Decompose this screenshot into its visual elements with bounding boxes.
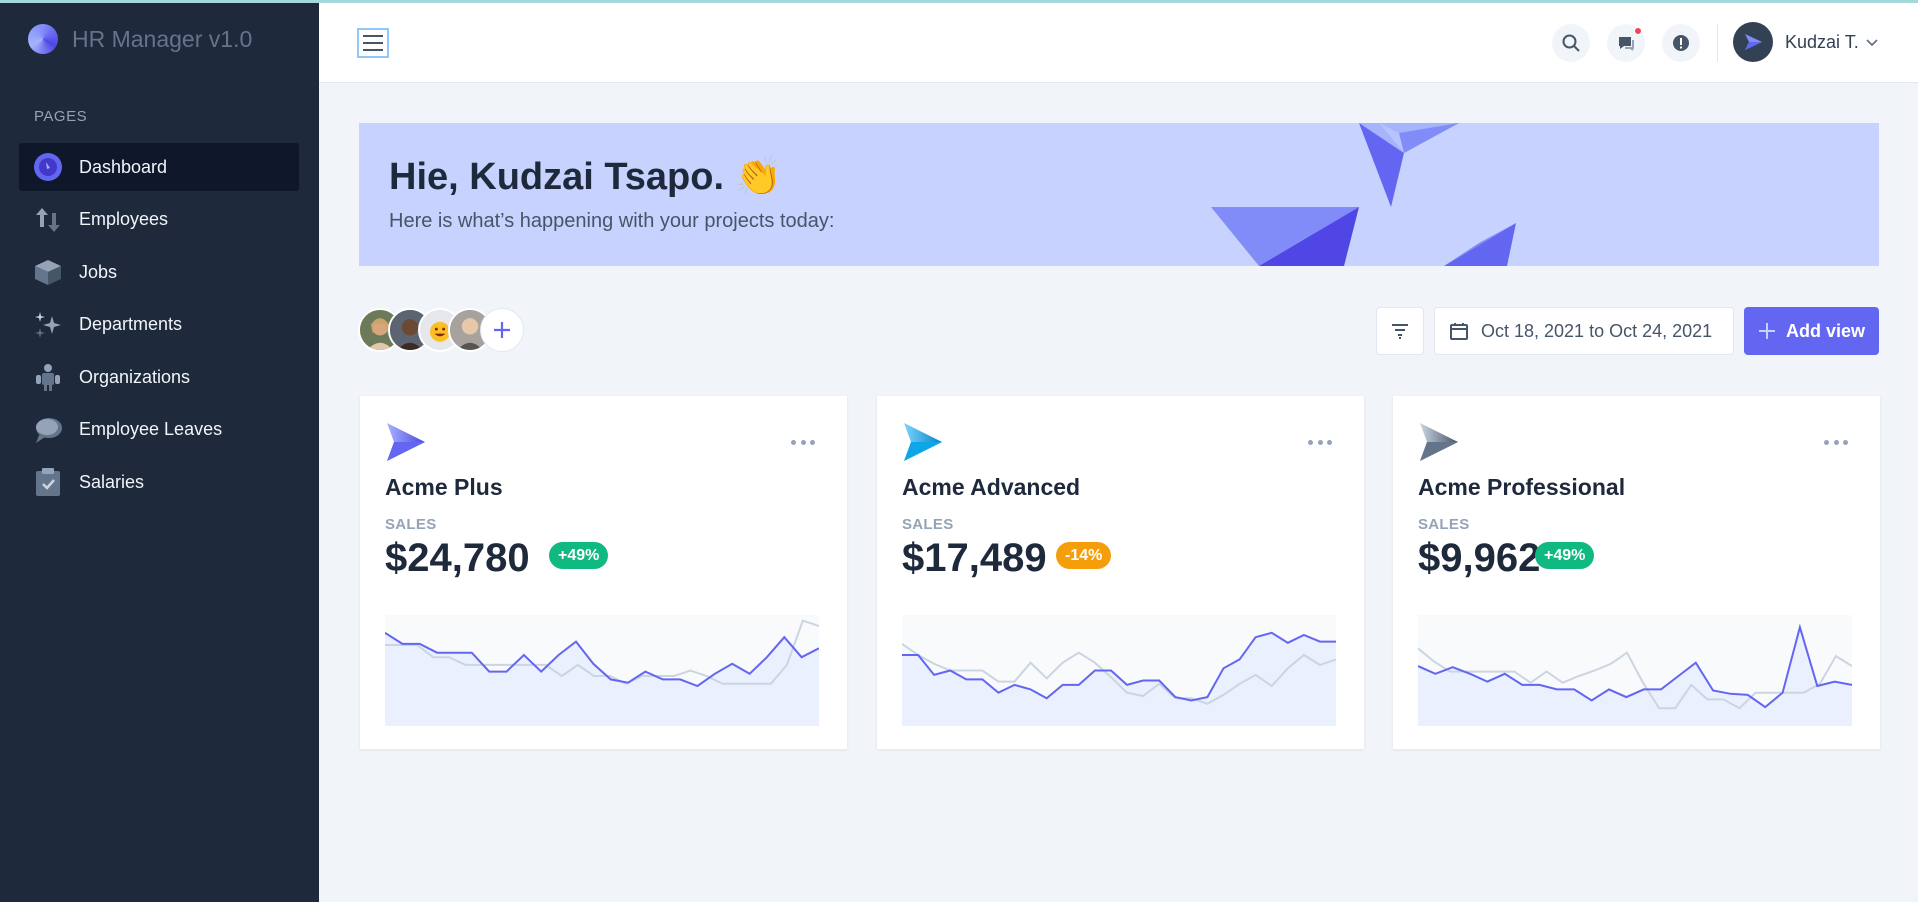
card-value: $24,780 xyxy=(385,536,530,580)
card-title: Acme Advanced xyxy=(902,474,1081,500)
add-view-label: Add view xyxy=(1785,320,1865,341)
sidebar-item-employee-leaves[interactable]: Employee Leaves xyxy=(19,406,299,454)
sparkline-current-line xyxy=(385,631,819,688)
hamburger-line xyxy=(363,42,383,44)
status-badge: +49% xyxy=(549,542,609,569)
menu-toggle-button[interactable] xyxy=(357,28,389,58)
card-value: $9,962 xyxy=(1418,536,1541,580)
status-badge: -14% xyxy=(1056,542,1112,569)
person-photo xyxy=(450,310,490,350)
user-menu[interactable]: Kudzai T. xyxy=(1733,22,1879,62)
avatar[interactable] xyxy=(448,308,492,352)
paper-plane-icon xyxy=(387,423,425,461)
sparkline-current-line xyxy=(902,631,1336,702)
add-view-button[interactable]: Add view xyxy=(1744,307,1879,355)
top-header: Kudzai T. xyxy=(319,0,1918,83)
brand[interactable]: HR Manager v1.0 xyxy=(28,24,252,54)
page-title: Hie, Kudzai Tsapo. 👏 xyxy=(389,156,782,198)
sales-sparkline xyxy=(1418,615,1852,726)
welcome-banner: Hie, Kudzai Tsapo. 👏 Here is what’s happ… xyxy=(359,123,1879,266)
employees-icon xyxy=(33,205,63,235)
paper-plane-icon xyxy=(904,423,942,461)
avatar xyxy=(1733,22,1773,62)
sidebar: HR Manager v1.0 PAGES Dashboard Employee… xyxy=(0,0,319,902)
card-label: SALES xyxy=(902,516,954,533)
sidebar-item-label: Dashboard xyxy=(79,156,168,177)
sparkline-area xyxy=(1418,627,1852,726)
card-label: SALES xyxy=(1418,516,1470,533)
sparkline-area xyxy=(385,632,819,726)
product-card: Acme Advanced SALES $17,489 -14% xyxy=(877,396,1364,749)
page-subtitle: Here is what’s happening with your proje… xyxy=(389,210,835,232)
organizations-icon xyxy=(33,362,63,392)
date-range-picker[interactable]: Oct 18, 2021 to Oct 24, 2021 xyxy=(1434,307,1734,355)
header-divider xyxy=(1717,24,1718,62)
sidebar-section-label: PAGES xyxy=(34,108,88,125)
notification-dot xyxy=(1634,27,1642,35)
card-menu-button[interactable] xyxy=(1824,438,1848,446)
chat-icon xyxy=(1619,37,1634,51)
brand-logo-icon xyxy=(28,24,58,54)
sparkline-previous-line xyxy=(902,643,1336,705)
card-value: $17,489 xyxy=(902,536,1047,580)
messages-button[interactable] xyxy=(1607,24,1645,62)
team-avatars xyxy=(358,308,524,352)
sidebar-item-label: Departments xyxy=(79,314,183,334)
sidebar-item-label: Jobs xyxy=(79,261,118,282)
card-menu-button[interactable] xyxy=(791,438,815,446)
window-top-accent xyxy=(0,0,1918,3)
sidebar-nav: Dashboard Employees Jobs Departments Org… xyxy=(19,143,299,511)
sidebar-item-label: Organizations xyxy=(79,366,191,387)
sidebar-item-dashboard[interactable]: Dashboard xyxy=(19,143,299,191)
departments-icon xyxy=(33,310,63,340)
sidebar-item-employees[interactable]: Employees xyxy=(19,196,299,244)
plus-icon xyxy=(494,322,510,338)
filter-button[interactable] xyxy=(1376,307,1424,355)
card-label: SALES xyxy=(385,516,437,533)
jobs-icon xyxy=(33,257,63,287)
sparkline-previous-line xyxy=(1418,647,1852,710)
sidebar-item-jobs[interactable]: Jobs xyxy=(19,248,299,296)
sidebar-item-label: Employee Leaves xyxy=(79,419,223,439)
product-card: Acme Professional SALES $9,962 +49% xyxy=(1393,396,1880,749)
sparkline-area xyxy=(902,632,1336,726)
sidebar-item-salaries[interactable]: Salaries xyxy=(19,458,299,506)
search-icon xyxy=(1562,34,1580,52)
chevron-down-icon xyxy=(1866,39,1878,47)
product-card: Acme Plus SALES $24,780 +49% xyxy=(360,396,847,749)
sidebar-item-label: Employees xyxy=(79,209,169,229)
user-name: Kudzai T. xyxy=(1785,31,1859,52)
sidebar-item-organizations[interactable]: Organizations xyxy=(19,353,299,401)
employee-leaves-icon xyxy=(33,415,63,445)
calendar-icon xyxy=(1450,323,1468,340)
status-badge: +49% xyxy=(1535,542,1595,569)
add-member-button[interactable] xyxy=(480,308,524,352)
paper-plane-icon xyxy=(1420,423,1458,461)
plus-icon xyxy=(1758,323,1775,339)
paper-plane-icon xyxy=(1745,34,1762,50)
sparkline-current-line xyxy=(1418,623,1852,709)
sidebar-item-label: Salaries xyxy=(79,471,145,492)
sales-sparkline xyxy=(385,615,819,726)
sales-sparkline xyxy=(902,615,1336,726)
hamburger-line xyxy=(363,35,383,37)
banner-illustration xyxy=(1211,123,1516,266)
dashboard-icon xyxy=(33,152,63,182)
sparkline-previous-line xyxy=(385,619,819,685)
info-button[interactable] xyxy=(1662,24,1700,62)
app-title: HR Manager v1.0 xyxy=(72,25,253,52)
filter-icon xyxy=(1392,324,1408,339)
card-title: Acme Plus xyxy=(385,474,503,500)
card-title: Acme Professional xyxy=(1418,474,1626,500)
search-button[interactable] xyxy=(1552,24,1590,62)
date-range-text: Oct 18, 2021 to Oct 24, 2021 xyxy=(1481,320,1713,341)
salaries-icon xyxy=(33,467,63,497)
alert-info-icon xyxy=(1673,35,1689,51)
sidebar-item-departments[interactable]: Departments xyxy=(19,301,299,349)
card-menu-button[interactable] xyxy=(1308,438,1332,446)
hamburger-line xyxy=(363,49,383,51)
